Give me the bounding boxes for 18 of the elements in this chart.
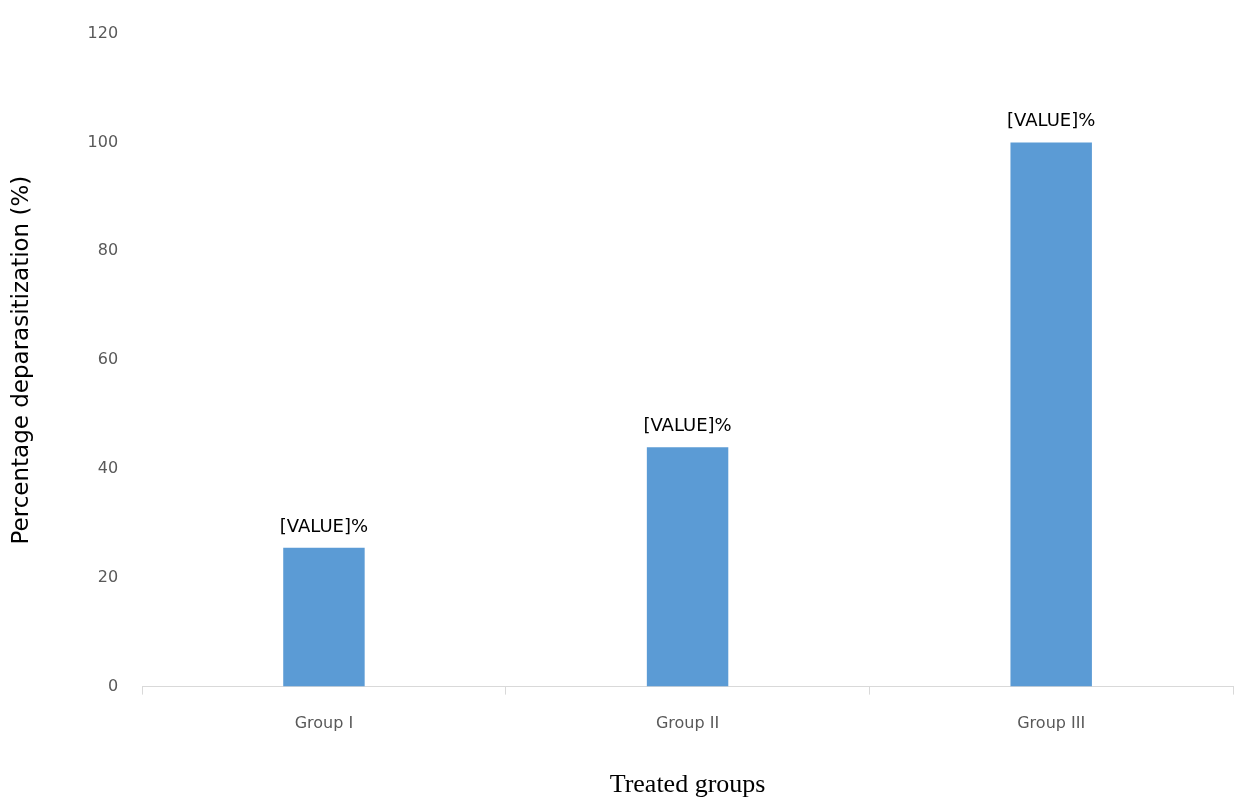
data-label: [VALUE]% [643, 413, 732, 435]
bar [283, 547, 365, 687]
y-tick-label: 120 [87, 22, 119, 42]
y-axis-title: Percentage deparasitization (%) [6, 175, 33, 545]
x-tick-label: Group II [655, 713, 720, 733]
y-tick-label: 0 [107, 675, 119, 695]
y-tick-label: 20 [97, 566, 119, 586]
data-label: [VALUE]% [279, 514, 369, 536]
y-tick-label: 60 [97, 349, 119, 369]
data-label: [VALUE]% [1007, 109, 1096, 131]
bar [1010, 142, 1092, 687]
x-tick-label: Group I [294, 713, 354, 733]
x-axis-title: Treated groups [609, 769, 766, 799]
bar [646, 447, 729, 687]
y-tick-label: 100 [87, 131, 119, 151]
x-tick-label: Group III [1017, 713, 1086, 733]
y-tick-label: 80 [97, 240, 119, 260]
y-tick-label: 40 [97, 458, 119, 478]
